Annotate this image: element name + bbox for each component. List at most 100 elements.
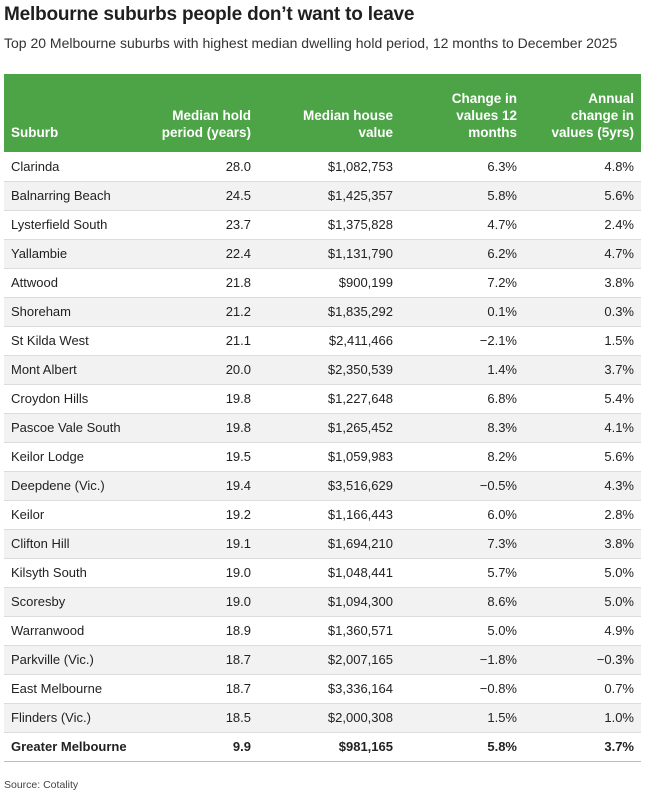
- change-12-months-cell: 8.3%: [400, 413, 524, 443]
- annual-change-cell: 3.8%: [524, 268, 641, 298]
- annual-change-cell: 3.7%: [524, 732, 641, 762]
- suburb-cell: Parkville (Vic.): [4, 645, 151, 675]
- table-row: Keilor 19.2 $1,166,443 6.0% 2.8%: [4, 500, 641, 530]
- house-value-cell: $1,360,571: [258, 616, 400, 646]
- annual-change-cell: 5.0%: [524, 587, 641, 617]
- change-12-months-cell: 6.8%: [400, 384, 524, 414]
- annual-change-cell: 5.6%: [524, 181, 641, 211]
- annual-change-cell: 5.6%: [524, 442, 641, 472]
- column-header-change-12-months: Change in values 12 months: [451, 91, 517, 140]
- suburb-cell: St Kilda West: [4, 326, 151, 356]
- table-row: Scoresby 19.0 $1,094,300 8.6% 5.0%: [4, 587, 641, 617]
- annual-change-cell: 4.8%: [524, 152, 641, 182]
- table-row: Keilor Lodge 19.5 $1,059,983 8.2% 5.6%: [4, 442, 641, 472]
- hold-period-cell: 24.5: [151, 181, 258, 211]
- annual-change-cell: 4.1%: [524, 413, 641, 443]
- hold-period-cell: 18.5: [151, 703, 258, 733]
- hold-period-cell: 19.8: [151, 384, 258, 414]
- change-12-months-cell: 5.8%: [400, 732, 524, 762]
- house-value-cell: $1,059,983: [258, 442, 400, 472]
- table-row: Attwood 21.8 $900,199 7.2% 3.8%: [4, 268, 641, 298]
- change-12-months-cell: −0.5%: [400, 471, 524, 501]
- change-12-months-cell: 6.3%: [400, 152, 524, 182]
- column-header-house-value: Median house value: [302, 108, 393, 140]
- hold-period-cell: 19.2: [151, 500, 258, 530]
- suburb-cell: Pascoe Vale South: [4, 413, 151, 443]
- house-value-cell: $900,199: [258, 268, 400, 298]
- annual-change-cell: 2.4%: [524, 210, 641, 240]
- house-value-cell: $2,000,308: [258, 703, 400, 733]
- suburb-cell: Balnarring Beach: [4, 181, 151, 211]
- change-12-months-cell: 6.2%: [400, 239, 524, 269]
- source-note: Source: Cotality: [4, 779, 79, 791]
- house-value-cell: $1,425,357: [258, 181, 400, 211]
- header-row: Suburb Median hold period (years) Median…: [4, 74, 641, 152]
- change-12-months-cell: 1.5%: [400, 703, 524, 733]
- change-12-months-cell: 7.3%: [400, 529, 524, 559]
- house-value-cell: $1,375,828: [258, 210, 400, 240]
- annual-change-cell: 0.7%: [524, 674, 641, 704]
- annual-change-cell: 2.8%: [524, 500, 641, 530]
- table-body: Clarinda 28.0 $1,082,753 6.3% 4.8% Balnarring…: [4, 152, 641, 762]
- house-value-cell: $3,336,164: [258, 674, 400, 704]
- column-header-hold-period: Median hold period (years): [161, 108, 251, 140]
- annual-change-cell: 3.8%: [524, 529, 641, 559]
- annual-change-cell: −0.3%: [524, 645, 641, 675]
- data-table: Suburb Median hold period (years) Median…: [4, 74, 641, 762]
- suburb-cell: Kilsyth South: [4, 558, 151, 588]
- change-12-months-cell: 1.4%: [400, 355, 524, 385]
- house-value-cell: $1,166,443: [258, 500, 400, 530]
- house-value-cell: $1,082,753: [258, 152, 400, 182]
- change-12-months-cell: 8.6%: [400, 587, 524, 617]
- hold-period-cell: 9.9: [151, 732, 258, 762]
- suburb-cell: Shoreham: [4, 297, 151, 327]
- hold-period-cell: 23.7: [151, 210, 258, 240]
- change-12-months-cell: 0.1%: [400, 297, 524, 327]
- table-row: St Kilda West 21.1 $2,411,466 −2.1% 1.5%: [4, 326, 641, 356]
- hold-period-cell: 19.4: [151, 471, 258, 501]
- annual-change-cell: 1.5%: [524, 326, 641, 356]
- chart-subtitle: Top 20 Melbourne suburbs with highest me…: [4, 35, 618, 51]
- suburb-cell: Clifton Hill: [4, 529, 151, 559]
- column-header-suburb: Suburb: [11, 125, 59, 140]
- change-12-months-cell: 7.2%: [400, 268, 524, 298]
- hold-period-cell: 18.7: [151, 645, 258, 675]
- table-row: Flinders (Vic.) 18.5 $2,000,308 1.5% 1.0%: [4, 703, 641, 733]
- chart-title: Melbourne suburbs people don’t want to l…: [4, 4, 415, 25]
- house-value-cell: $3,516,629: [258, 471, 400, 501]
- hold-period-cell: 19.8: [151, 413, 258, 443]
- table-row: East Melbourne 18.7 $3,336,164 −0.8% 0.7%: [4, 674, 641, 704]
- suburb-cell: East Melbourne: [4, 674, 151, 704]
- hold-period-cell: 18.9: [151, 616, 258, 646]
- change-12-months-cell: 4.7%: [400, 210, 524, 240]
- table-row: Croydon Hills 19.8 $1,227,648 6.8% 5.4%: [4, 384, 641, 414]
- table-row: Clarinda 28.0 $1,082,753 6.3% 4.8%: [4, 152, 641, 182]
- hold-period-cell: 20.0: [151, 355, 258, 385]
- house-value-cell: $1,835,292: [258, 297, 400, 327]
- annual-change-cell: 4.9%: [524, 616, 641, 646]
- change-12-months-cell: −1.8%: [400, 645, 524, 675]
- suburb-cell: Deepdene (Vic.): [4, 471, 151, 501]
- house-value-cell: $1,227,648: [258, 384, 400, 414]
- suburb-cell: Mont Albert: [4, 355, 151, 385]
- house-value-cell: $2,007,165: [258, 645, 400, 675]
- table-row: Clifton Hill 19.1 $1,694,210 7.3% 3.8%: [4, 529, 641, 559]
- table-row: Shoreham 21.2 $1,835,292 0.1% 0.3%: [4, 297, 641, 327]
- house-value-cell: $2,350,539: [258, 355, 400, 385]
- table-row: Mont Albert 20.0 $2,350,539 1.4% 3.7%: [4, 355, 641, 385]
- hold-period-cell: 18.7: [151, 674, 258, 704]
- suburb-cell: Clarinda: [4, 152, 151, 182]
- suburb-cell: Yallambie: [4, 239, 151, 269]
- table-row: Yallambie 22.4 $1,131,790 6.2% 4.7%: [4, 239, 641, 269]
- total-row: Greater Melbourne 9.9 $981,165 5.8% 3.7%: [4, 732, 641, 762]
- table-header: Suburb Median hold period (years) Median…: [4, 74, 641, 152]
- suburb-cell: Greater Melbourne: [4, 732, 151, 762]
- annual-change-cell: 5.4%: [524, 384, 641, 414]
- annual-change-cell: 3.7%: [524, 355, 641, 385]
- change-12-months-cell: −2.1%: [400, 326, 524, 356]
- house-value-cell: $1,694,210: [258, 529, 400, 559]
- suburb-cell: Lysterfield South: [4, 210, 151, 240]
- suburb-cell: Attwood: [4, 268, 151, 298]
- table-row: Balnarring Beach 24.5 $1,425,357 5.8% 5.6%: [4, 181, 641, 211]
- hold-period-cell: 19.0: [151, 587, 258, 617]
